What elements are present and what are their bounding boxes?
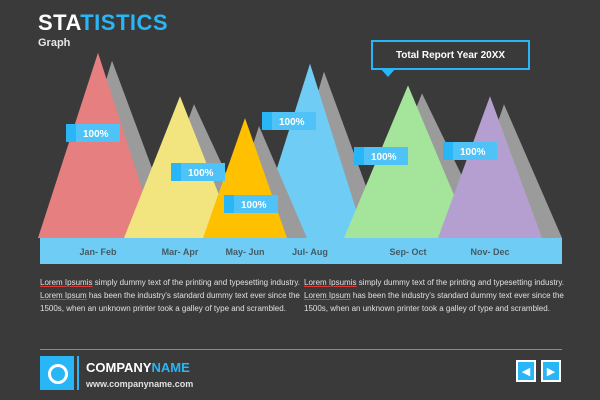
report-callout-tail: [380, 68, 396, 77]
company-name: COMPANYNAME: [86, 360, 190, 375]
next-button[interactable]: ▶: [541, 360, 561, 382]
data-label-box-inner: [234, 195, 278, 213]
triangle-mark: [438, 96, 542, 238]
para-text: has been the industry's standard dummy t…: [304, 291, 564, 313]
triangle-mark: [38, 52, 158, 239]
chevron-left-icon: ◀: [521, 365, 531, 378]
logo-accent-bar: [77, 356, 79, 390]
data-label: 100%: [83, 129, 109, 140]
data-label-box-inner: [76, 124, 120, 142]
data-label-box-inner: [364, 147, 408, 165]
report-callout: Total Report Year 20XX: [371, 40, 530, 70]
company-website[interactable]: www.companyname.com: [86, 379, 194, 389]
data-label: 100%: [460, 147, 486, 158]
category-label: Nov- Dec: [470, 247, 509, 257]
category-label: Jul- Aug: [292, 247, 328, 257]
page-subtitle: Graph: [38, 37, 71, 49]
data-label-box-inner: [453, 142, 497, 160]
page-title: STATISTICS: [38, 10, 168, 36]
data-label: 100%: [279, 117, 305, 128]
para-link[interactable]: Lorem Ipsum: [304, 291, 351, 300]
category-label: Sep- Oct: [389, 247, 426, 257]
description-paragraph-right: Lorem Ipsumis simply dummy text of the p…: [304, 276, 566, 315]
footer-divider: [40, 349, 562, 350]
data-label: 100%: [371, 152, 397, 163]
para-text: simply dummy text of the printing and ty…: [92, 278, 300, 287]
statistics-chart: Jan- Feb Mar- Apr May- Jun Jul- Aug Sep- Oct…: [38, 52, 562, 264]
title-part1: STA: [38, 10, 81, 35]
company-name-part2: NAME: [151, 360, 190, 375]
para-link[interactable]: Lorem Ipsumis: [304, 278, 357, 287]
data-label-box-inner: [272, 112, 316, 130]
chevron-right-icon: ▶: [546, 365, 556, 378]
para-link[interactable]: Lorem Ipsum: [40, 291, 87, 300]
para-text: simply dummy text of the printing and ty…: [356, 278, 564, 287]
company-name-part1: COMPANY: [86, 360, 152, 375]
prev-button[interactable]: ◀: [516, 360, 536, 382]
category-label: Jan- Feb: [79, 247, 117, 257]
description-paragraph-left: Lorem Ipsumis simply dummy text of the p…: [40, 276, 302, 315]
company-logo-icon: [40, 356, 74, 390]
para-text: has been the industry's standard dummy t…: [40, 291, 300, 313]
category-label: May- Jun: [225, 247, 264, 257]
data-label: 100%: [188, 168, 214, 179]
data-label: 100%: [241, 200, 267, 211]
data-label-box-inner: [181, 163, 225, 181]
category-label: Mar- Apr: [162, 247, 199, 257]
para-link[interactable]: Lorem Ipsumis: [40, 278, 93, 287]
category-band: [40, 238, 562, 264]
title-part2: TISTICS: [80, 10, 169, 35]
